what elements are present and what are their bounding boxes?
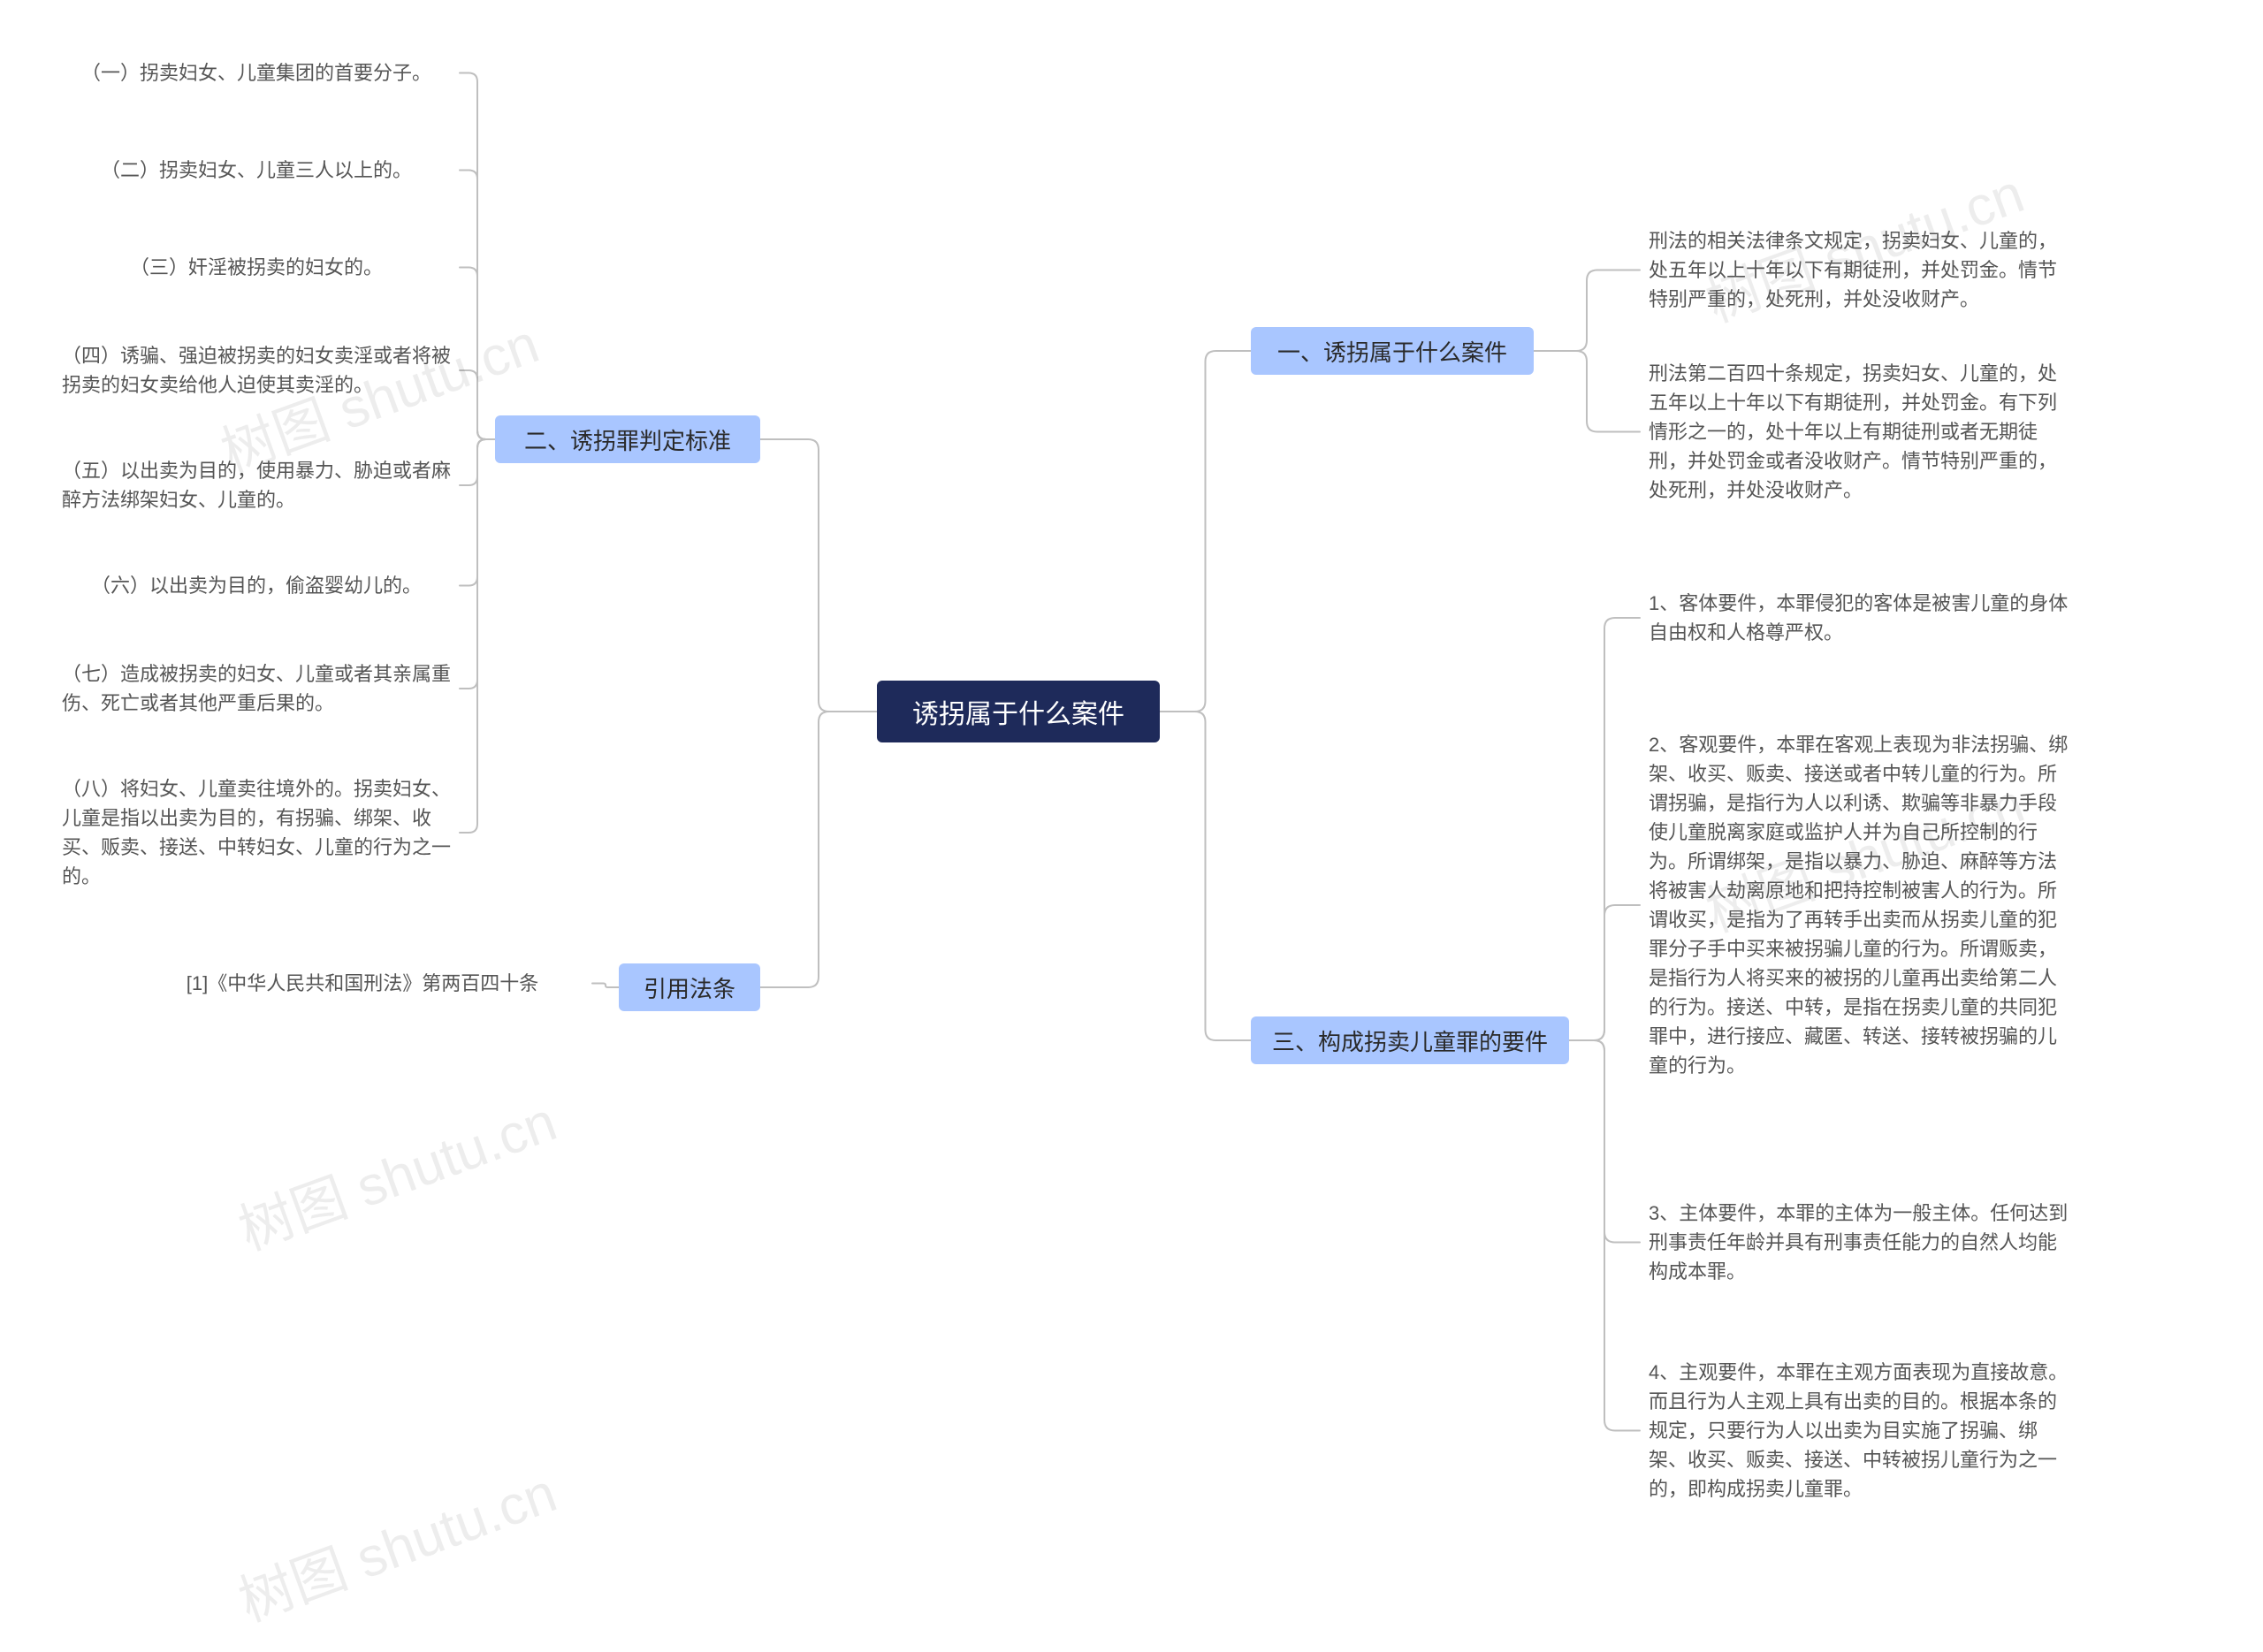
b2l5: （五）以出卖为目的，使用暴力、胁迫或者麻醉方法绑架妇女、儿童的。 bbox=[53, 451, 460, 520]
b3l2: 2、客观要件，本罪在客观上表现为非法拐骗、绑架、收买、贩卖、接送或者中转儿童的行… bbox=[1640, 725, 2082, 1085]
b2l2: （二）拐卖妇女、儿童三人以上的。 bbox=[53, 150, 460, 190]
watermark: 树图 shutu.cn bbox=[226, 1448, 566, 1636]
b4: 引用法条 bbox=[619, 963, 760, 1011]
b3: 三、构成拐卖儿童罪的要件 bbox=[1251, 1016, 1569, 1064]
b4l1: [1]《中华人民共和国刑法》第两百四十条 bbox=[133, 963, 592, 1003]
b1: 一、诱拐属于什么案件 bbox=[1251, 327, 1534, 375]
b2l7: （七）造成被拐卖的妇女、儿童或者其亲属重伤、死亡或者其他严重后果的。 bbox=[53, 654, 460, 723]
b2l6: （六）以出卖为目的，偷盗婴幼儿的。 bbox=[53, 566, 460, 605]
b2: 二、诱拐罪判定标准 bbox=[495, 415, 760, 463]
watermark: 树图 shutu.cn bbox=[226, 1077, 566, 1265]
b1l1: 刑法的相关法律条文规定，拐卖妇女、儿童的，处五年以上十年以下有期徒刑，并处罚金。… bbox=[1640, 221, 2082, 319]
b1l2: 刑法第二百四十条规定，拐卖妇女、儿童的，处五年以上十年以下有期徒刑，并处罚金。有… bbox=[1640, 354, 2082, 510]
mindmap-stage: 树图 shutu.cn树图 shutu.cn树图 shutu.cn树图 shut… bbox=[0, 0, 2263, 1652]
b3l3: 3、主体要件，本罪的主体为一般主体。任何达到刑事责任年龄并具有刑事责任能力的自然… bbox=[1640, 1193, 2082, 1291]
b2l4: （四）诱骗、强迫被拐卖的妇女卖淫或者将被拐卖的妇女卖给他人迫使其卖淫的。 bbox=[53, 336, 460, 405]
b3l1: 1、客体要件，本罪侵犯的客体是被害儿童的身体自由权和人格尊严权。 bbox=[1640, 583, 2082, 652]
b2l1: （一）拐卖妇女、儿童集团的首要分子。 bbox=[53, 53, 460, 93]
b3l4: 4、主观要件，本罪在主观方面表现为直接故意。而且行为人主观上具有出卖的目的。根据… bbox=[1640, 1352, 2082, 1509]
root-node: 诱拐属于什么案件 bbox=[877, 681, 1160, 742]
b2l3: （三）奸淫被拐卖的妇女的。 bbox=[53, 247, 460, 287]
b2l8: （八）将妇女、儿童卖往境外的。拐卖妇女、儿童是指以出卖为目的，有拐骗、绑架、收买… bbox=[53, 769, 460, 896]
